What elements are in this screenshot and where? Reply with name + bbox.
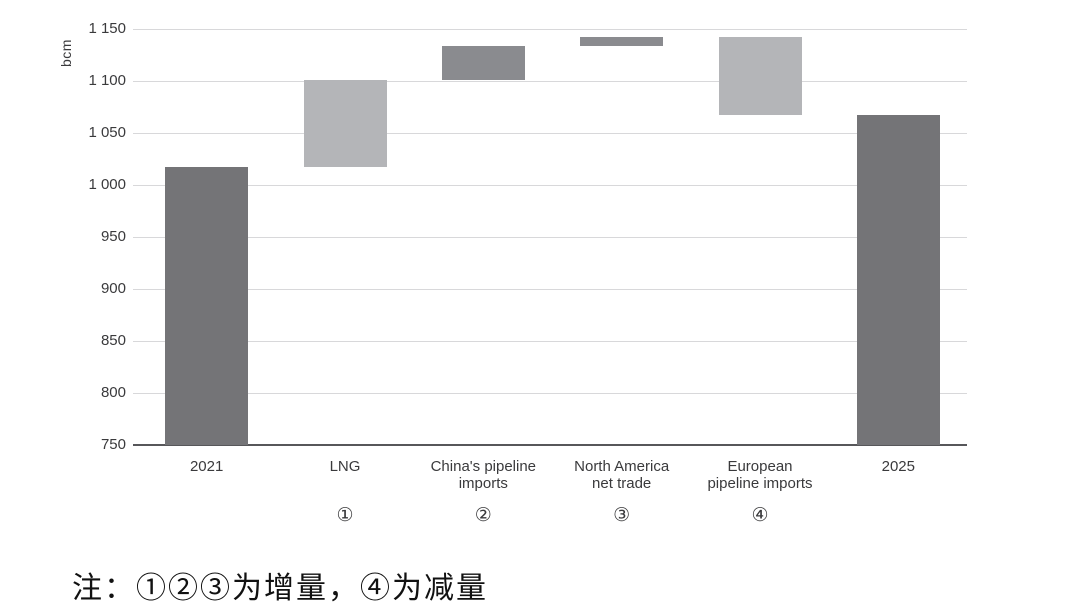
gridline-850 <box>133 340 967 342</box>
gridline-950 <box>133 236 967 238</box>
bar-north-america-net-trade-label: North America net trade <box>574 458 670 492</box>
bar-european-pipeline-imports-marker: ④ <box>751 505 769 526</box>
bar-2025 <box>856 115 940 445</box>
gridline-1050 <box>133 132 967 134</box>
ytick-label-1050: 1 050 <box>88 124 126 141</box>
footnote: 注：①②③为增量，④为减量 <box>72 572 488 605</box>
bar-lng-marker: ① <box>336 505 354 526</box>
bar-european-pipeline-imports-label: European pipeline imports <box>707 458 813 492</box>
bar-china-pipeline-imports-marker: ② <box>474 505 492 526</box>
gridline-1150 <box>133 28 967 30</box>
ytick-label-800: 800 <box>100 384 126 401</box>
bar-2021-label: 2021 <box>189 458 224 475</box>
gridline-800 <box>133 392 967 394</box>
ytick-label-950: 950 <box>100 228 126 245</box>
bar-north-america-net-trade-marker: ③ <box>613 505 631 526</box>
bar-lng-label: LNG <box>329 458 361 475</box>
bar-european-pipeline-imports <box>718 37 802 116</box>
ytick-label-850: 850 <box>100 332 126 349</box>
y-axis-title: bcm <box>58 39 74 67</box>
gridline-1100 <box>133 80 967 82</box>
ytick-label-1000: 1 000 <box>88 176 126 193</box>
x-axis-line <box>133 444 967 446</box>
gridline-1000 <box>133 184 967 186</box>
ytick-label-1100: 1 100 <box>88 72 126 89</box>
ytick-label-900: 900 <box>100 280 126 297</box>
bar-china-pipeline-imports-label: China's pipeline imports <box>430 458 537 492</box>
ytick-label-750: 750 <box>100 436 126 453</box>
ytick-label-1150: 1 150 <box>88 20 126 37</box>
bar-lng <box>303 79 387 168</box>
bar-china-pipeline-imports <box>441 45 525 80</box>
gridline-900 <box>133 288 967 290</box>
bar-2021 <box>165 167 249 445</box>
bar-2025-label: 2025 <box>881 458 915 475</box>
bar-north-america-net-trade <box>580 37 664 46</box>
